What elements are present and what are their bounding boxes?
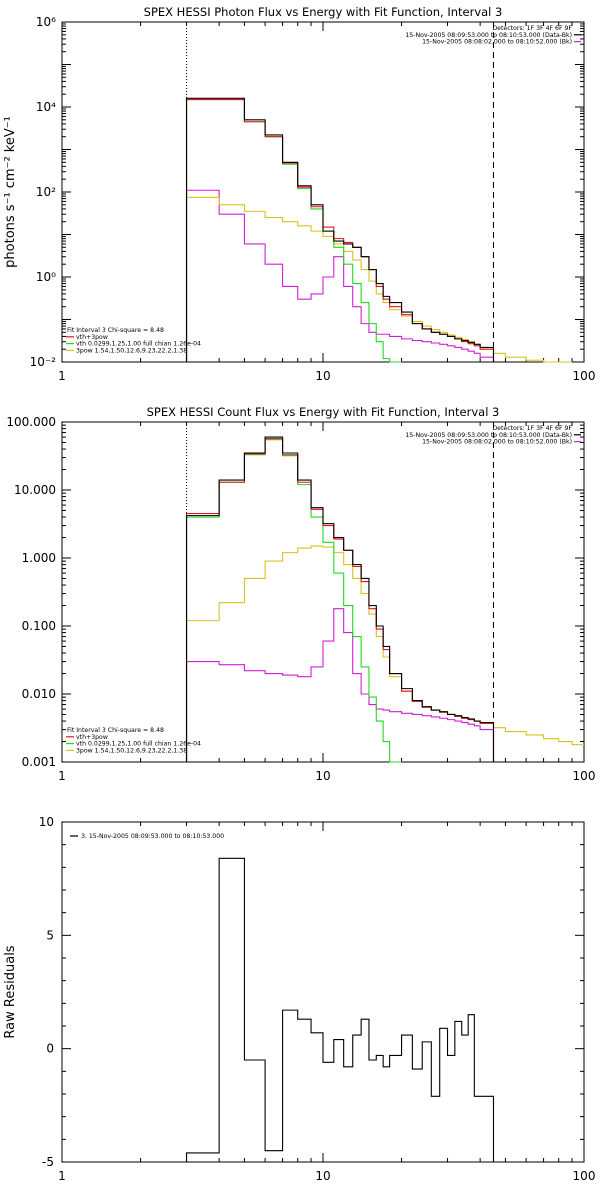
y-tick-label: 10⁰: [36, 270, 56, 284]
legend-top-entry: Detectors: 1F 3F 4F 6F 9F: [492, 425, 572, 432]
series-line-data-bk: [185, 97, 495, 362]
y-tick-label: 10.000: [14, 483, 56, 497]
legend-bottom-entry: vth+3pow: [76, 334, 108, 341]
legend-bottom-entry: vth 0.0299,1.25,1.00 full chian 1.26e-04: [76, 341, 201, 348]
x-tick-label: 10: [315, 769, 330, 783]
x-tick-label: 1: [58, 1169, 66, 1183]
legend-bottom-entry: vth+3pow: [76, 734, 108, 741]
y-tick-label: 10: [39, 815, 54, 829]
chart-title: SPEX HESSI Count Flux vs Energy with Fit…: [147, 405, 500, 419]
y-tick-label: 0.001: [22, 755, 56, 769]
y-tick-label: 10²: [36, 185, 56, 199]
legend-top-entry: 15-Nov-2005 08:09:53.000 to 08:10:53.000…: [405, 432, 572, 439]
y-tick-label: 0.010: [22, 687, 56, 701]
series-line-vth: [185, 439, 402, 763]
x-tick-label: 100: [573, 769, 596, 783]
x-tick-label: 10: [315, 369, 330, 383]
y-tick-label: 0.100: [22, 619, 56, 633]
series-line-vth: [185, 98, 402, 363]
series-line-data-bk: [185, 436, 495, 762]
plot-frame: [61, 21, 585, 363]
plot-frame: [61, 421, 585, 763]
legend-top-entry: 15-Nov-2005 08:08:02.000 to 08:10:52.000…: [422, 39, 572, 46]
legend-bottom-entry: 3pow 1.54,1.50,12.6,9.23,22.2,1.38: [76, 347, 187, 354]
legend-top-entry: Detectors: 1F 3F 4F 6F 9F: [492, 25, 572, 32]
series-line-3pow: [185, 545, 584, 762]
plot-frame: [61, 821, 585, 1163]
residuals-panel: 1 10 100 -5 0 5 10 Raw Residuals 3. 15-Nov-2005 …: [3, 815, 595, 1183]
series-line-3-15-nov-2005-08-09-53-000-to-08-10-53-000: [185, 857, 495, 1162]
x-tick-label: 1: [58, 369, 66, 383]
legend-bottom-entry: Fit Interval 3 Chi-square = 8.48: [67, 727, 164, 734]
y-tick-label: -5: [42, 1155, 54, 1169]
legend-top-entry: 15-Nov-2005 08:08:02.000 to 08:10:52.000…: [422, 439, 572, 446]
y-axis-label: photons s⁻¹ cm⁻² keV⁻¹: [3, 116, 18, 268]
legend-top-entry: 15-Nov-2005 08:09:53.000 to 08:10:53.000…: [405, 32, 572, 39]
x-tick-label: 100: [573, 369, 596, 383]
y-tick-label: 0: [46, 1042, 54, 1056]
chart-title: SPEX HESSI Photon Flux vs Energy with Fi…: [144, 5, 503, 19]
y-tick-label: 1.000: [22, 551, 56, 565]
legend-bottom-entry: 3pow 1.54,1.50,12.6,9.23,22.2,1.38: [76, 747, 187, 754]
y-tick-label: 5: [46, 928, 54, 942]
legend-bottom-entry: vth 0.0299,1.25,1.00 full chian 1.26e-04: [76, 741, 201, 748]
y-tick-label: 10⁴: [36, 100, 56, 114]
photon-flux-panel: SPEX HESSI Photon Flux vs Energy with Fi…: [3, 5, 595, 383]
series-line-vth-3pow: [185, 438, 495, 762]
count-flux-panel: SPEX HESSI Count Flux vs Energy with Fit…: [6, 405, 595, 783]
series-line-vth-3pow: [185, 98, 495, 362]
y-tick-label: 100.000: [6, 415, 56, 429]
y-tick-label: 10⁻²: [30, 355, 57, 369]
legend-bottom-entry: Fit Interval 3 Chi-square = 8.48: [67, 327, 164, 334]
x-tick-label: 10: [315, 1169, 330, 1183]
x-tick-label: 1: [58, 769, 66, 783]
legend-entry: 3. 15-Nov-2005 08:09:53.000 to 08:10:53.…: [81, 833, 224, 840]
x-tick-label: 100: [573, 1169, 596, 1183]
y-axis-label: Raw Residuals: [3, 945, 18, 1038]
series-line-bk: [185, 608, 495, 762]
y-tick-label: 10⁶: [36, 15, 56, 29]
